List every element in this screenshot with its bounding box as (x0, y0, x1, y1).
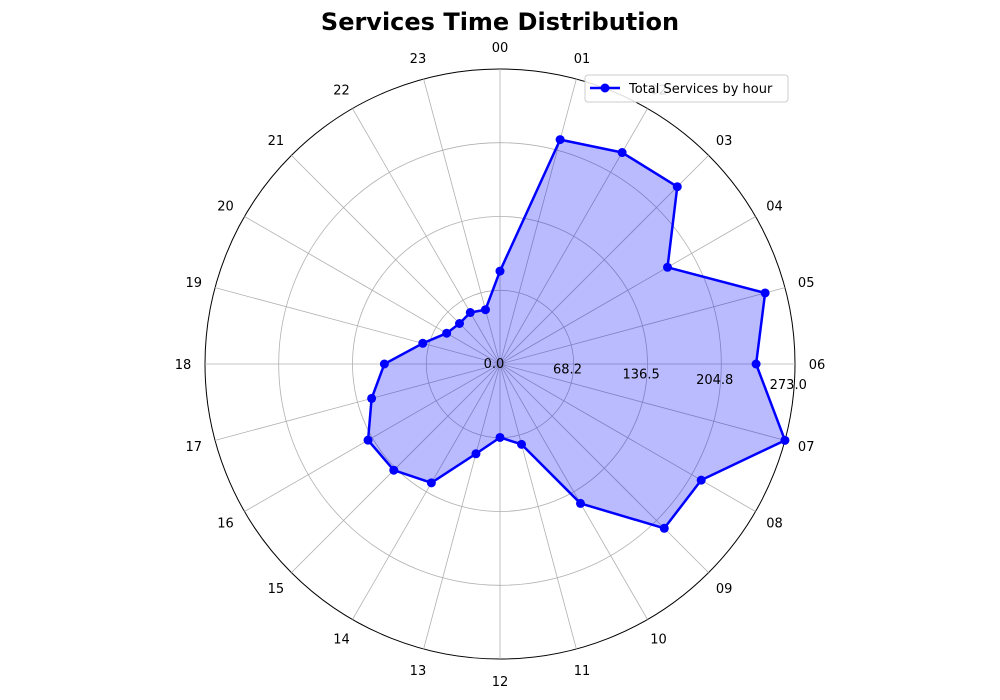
data-point (455, 319, 465, 329)
data-point (471, 449, 481, 459)
spoke-line (499, 363, 709, 573)
data-point (555, 135, 565, 145)
data-point (672, 182, 682, 192)
spoke-line (499, 155, 709, 365)
hour-tick-label: 00 (492, 41, 509, 56)
spoke-line (423, 363, 501, 650)
data-point (495, 266, 505, 276)
hour-tick-label: 23 (410, 52, 427, 67)
data-point (389, 465, 399, 475)
legend: Total Services by hour (584, 74, 789, 103)
spoke-line (352, 363, 501, 620)
hour-tick-label: 22 (333, 83, 350, 98)
spoke-line (423, 78, 501, 365)
data-point (442, 328, 452, 338)
hour-tick-label: 05 (798, 276, 815, 291)
hour-tick-label: 16 (217, 517, 234, 532)
radial-tick-label: 68.2 (553, 362, 582, 377)
spoke-line (244, 216, 501, 365)
data-point (576, 498, 586, 508)
data-point (517, 439, 527, 449)
hour-tick-label: 12 (492, 675, 509, 690)
spoke-line (499, 287, 786, 365)
hour-tick-label: 21 (268, 134, 285, 149)
hour-tick-label: 04 (766, 200, 783, 215)
spoke-line (214, 363, 501, 441)
radial-tick-label: 204.8 (696, 373, 733, 388)
data-layer (363, 135, 790, 533)
hour-tick-label: 15 (268, 582, 285, 597)
data-point (617, 148, 627, 158)
hour-tick-label: 20 (217, 200, 234, 215)
spoke-line (499, 363, 756, 512)
chart-title: Services Time Distribution (320, 8, 680, 36)
hour-tick-label: 17 (186, 440, 203, 455)
hour-tick-label: 09 (716, 582, 733, 597)
hour-tick-label: 14 (333, 633, 350, 648)
spoke-line (244, 363, 501, 512)
radial-tick-label: 273.0 (770, 378, 807, 393)
spoke-line (214, 287, 501, 365)
radial-tick-label: 136.5 (623, 368, 660, 383)
legend-box (584, 74, 789, 103)
hour-tick-label: 08 (766, 517, 783, 532)
legend-label: Total Services by hour (628, 82, 773, 97)
data-point (465, 308, 475, 318)
hour-tick-label: 19 (186, 276, 203, 291)
spoke-line (499, 78, 577, 365)
hour-tick-label: 10 (650, 633, 667, 648)
data-point (659, 523, 669, 533)
data-point (495, 432, 505, 442)
hour-tick-label: 06 (809, 358, 826, 373)
data-point (418, 338, 428, 348)
data-point (780, 435, 790, 445)
hour-tick-label: 18 (175, 358, 192, 373)
hour-tick-label: 11 (574, 664, 591, 679)
spoke-line (352, 108, 501, 365)
hour-tick-label: 13 (410, 664, 427, 679)
data-point (367, 393, 377, 403)
data-point (363, 435, 373, 445)
series-area (368, 139, 785, 529)
spoke-line (499, 216, 756, 365)
hour-tick-label: 07 (798, 440, 815, 455)
radial-tick-label: 0.0 (484, 357, 505, 372)
data-point (760, 288, 770, 298)
data-point (480, 305, 490, 315)
spoke-line (499, 363, 577, 650)
spoke-line (291, 155, 501, 365)
hour-tick-label: 03 (716, 134, 733, 149)
spoke-line (499, 363, 786, 441)
data-point (379, 359, 389, 369)
legend-marker (600, 83, 610, 93)
data-point (751, 359, 761, 369)
data-point (663, 262, 673, 272)
data-point (696, 475, 706, 485)
hour-tick-label: 01 (574, 52, 591, 67)
data-point (426, 478, 436, 488)
spoke-line (499, 363, 648, 620)
